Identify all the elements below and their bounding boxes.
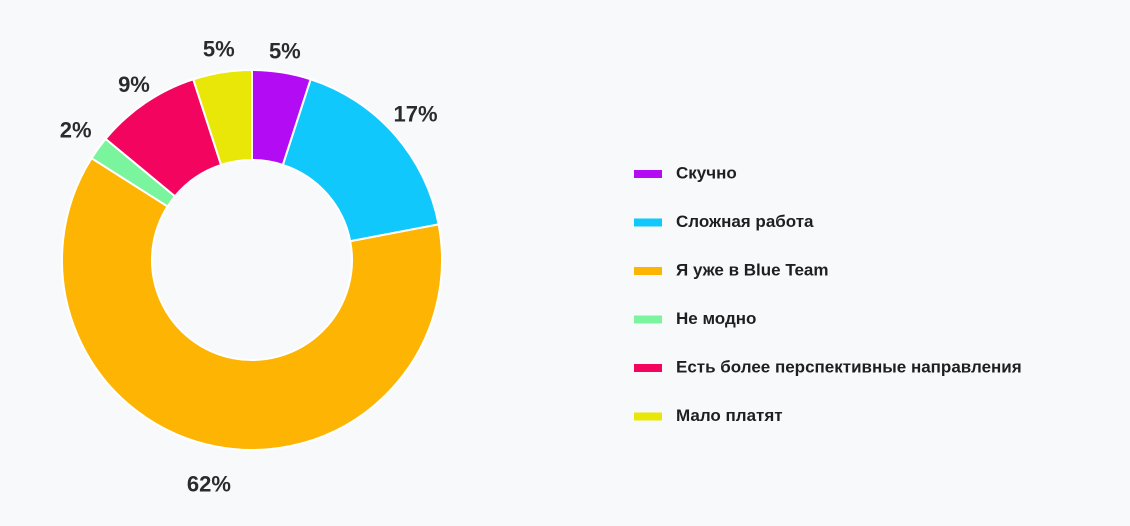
legend-label: Есть более перспективные направления: [676, 357, 1022, 376]
percentage-labels: 5% 17% 62% 2% 9% 5%: [60, 36, 438, 496]
slice-value-label: 9%: [118, 72, 150, 97]
legend-label: Сложная работа: [676, 212, 814, 231]
legend-item-мало-платят: Мало платят: [634, 406, 783, 425]
legend-label: Скучно: [676, 163, 737, 182]
legend-swatch: [634, 170, 662, 178]
slice-value-label: 5%: [269, 38, 301, 63]
legend-swatch: [634, 412, 662, 421]
slice-сложная-работа: [281, 78, 440, 243]
legend-item-скучно: Скучно: [634, 163, 737, 182]
slice-value-label: 5%: [203, 36, 235, 61]
slice-value-label: 17%: [394, 102, 438, 127]
legend-item-сложная-работа: Сложная работа: [634, 212, 814, 231]
legend-swatch: [634, 364, 662, 372]
legend-swatch: [634, 315, 662, 324]
legend-swatch: [634, 218, 662, 227]
legend: Скучно Сложная работа Я уже в Blue Team Не …: [634, 163, 1022, 425]
donut-slices: [61, 68, 443, 451]
legend-item-не-модно: Не модно: [634, 309, 756, 328]
slice-я-уже-в-blue-team: [61, 156, 443, 451]
legend-item-есть-более-перспективные-направления: Есть более перспективные направления: [634, 357, 1022, 376]
slice-value-label: 62%: [187, 472, 231, 497]
legend-label: Мало платят: [676, 406, 783, 425]
legend-label: Я уже в Blue Team: [676, 260, 829, 279]
legend-item-я-уже-в-blue-team: Я уже в Blue Team: [634, 260, 829, 279]
legend-swatch: [634, 267, 662, 275]
legend-label: Не модно: [676, 309, 756, 328]
slice-value-label: 2%: [60, 118, 92, 143]
slice-мало-платят: [192, 68, 253, 167]
